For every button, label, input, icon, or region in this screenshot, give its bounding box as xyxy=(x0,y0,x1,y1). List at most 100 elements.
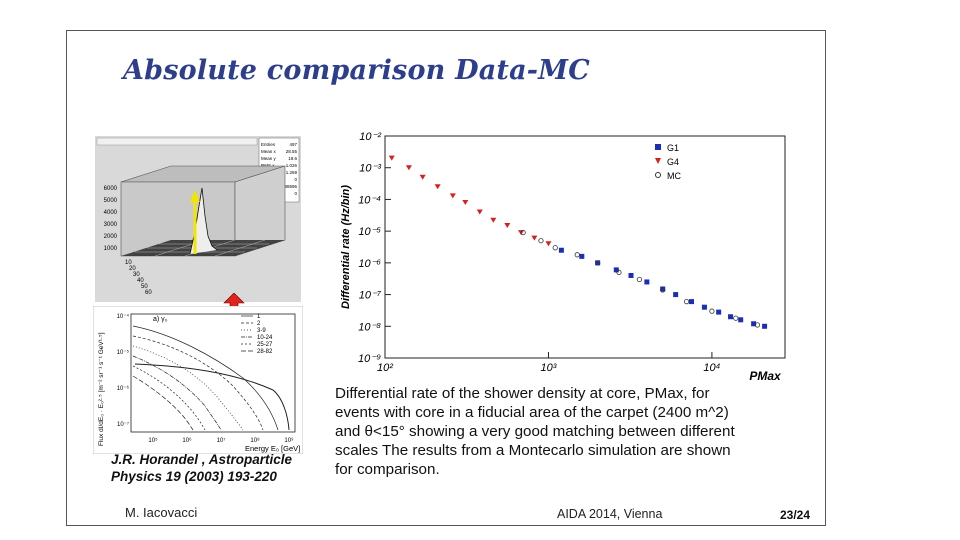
stat-value: 19.6 xyxy=(288,156,297,161)
y-tick-label: 10⁻⁴ xyxy=(358,194,381,206)
caption: Differential rate of the shower density … xyxy=(335,384,805,479)
lego-axis-label: 10 xyxy=(125,260,132,266)
x-tick-label: 10³ xyxy=(541,362,557,374)
footer-author: M. Iacovacci xyxy=(125,505,198,520)
point-g1 xyxy=(613,267,619,273)
stat-value: 1.026 xyxy=(286,163,298,168)
point-g4 xyxy=(476,209,483,215)
y-tick-label: 10⁻⁵ xyxy=(358,226,381,238)
point-mc xyxy=(733,315,739,321)
flux-x-tick: 10⁶ xyxy=(182,437,192,444)
point-g1 xyxy=(673,292,679,298)
point-g1 xyxy=(628,272,634,278)
flux-y-tick: 10⁻⁵ xyxy=(117,349,130,356)
flux-x-tick: 10⁹ xyxy=(284,437,294,444)
legend-label: G4 xyxy=(667,157,679,167)
point-g4 xyxy=(449,193,456,199)
z-tick-label: 6000 xyxy=(104,186,118,192)
footer-event: AIDA 2014, Vienna xyxy=(557,507,663,521)
point-g4 xyxy=(504,223,511,229)
z-tick-label: 3000 xyxy=(104,222,118,228)
lego-axis-label: 50 xyxy=(141,284,148,290)
point-g1 xyxy=(644,279,650,285)
point-g1 xyxy=(751,321,757,327)
stat-value: 0 xyxy=(294,177,297,182)
flux-y-tick: 10⁻⁷ xyxy=(117,421,129,428)
point-g4 xyxy=(545,241,552,247)
z-tick-label: 2000 xyxy=(104,234,118,240)
x-tick-label: 10² xyxy=(377,362,393,374)
point-g1 xyxy=(738,317,744,323)
point-g1 xyxy=(660,286,666,292)
stat-name: Entries xyxy=(261,142,276,147)
point-g4 xyxy=(462,200,469,206)
caption-line: and θ<15° showing a very good matching b… xyxy=(335,423,735,440)
caption-line: scales The results from a Montecarlo sim… xyxy=(335,442,731,459)
point-mc xyxy=(552,245,558,251)
flux-x-tick: 10⁸ xyxy=(250,437,260,444)
point-g4 xyxy=(419,174,426,180)
flux-y-tick: 10⁻⁶ xyxy=(117,385,130,392)
point-mc xyxy=(538,238,544,244)
lego-axis-label: 60 xyxy=(145,290,152,296)
lego-plot: Entries 497 Mean x 28.55 Mean y 19.6 RMS x 1.02… xyxy=(95,136,301,302)
point-g4 xyxy=(405,165,412,171)
x-axis-label: PMax xyxy=(749,369,782,383)
point-mc xyxy=(595,260,601,266)
stat-name: Mean y xyxy=(261,156,277,161)
point-g1 xyxy=(579,253,585,259)
stat-value: 1.269 xyxy=(286,170,298,175)
point-mc xyxy=(636,276,642,283)
reference-line-2: Physics 19 (2003) 193-220 xyxy=(111,469,277,484)
legend-marker xyxy=(655,158,661,164)
flux-legend-label: 28-82 xyxy=(257,349,273,355)
point-mc xyxy=(709,308,715,314)
flux-xlabel: Energy E₀ [GeV] xyxy=(245,444,300,453)
point-g1 xyxy=(688,299,694,305)
point-g4 xyxy=(531,235,538,241)
z-tick-label: 5000 xyxy=(104,198,118,204)
stat-value: 888596 xyxy=(282,184,298,189)
point-mc xyxy=(754,322,761,328)
point-g1 xyxy=(728,314,734,320)
flux-y-tick: 10⁻⁴ xyxy=(117,313,130,320)
y-tick-label: 10⁻⁸ xyxy=(358,321,381,333)
point-g4 xyxy=(490,217,497,223)
legend-marker xyxy=(655,144,661,150)
caption-line: Differential rate of the shower density … xyxy=(335,385,710,402)
y-tick-label: 10⁻⁷ xyxy=(359,290,382,302)
flux-x-tick: 10⁷ xyxy=(217,437,226,444)
y-tick-label: 10⁻² xyxy=(359,131,381,143)
point-mc xyxy=(616,269,622,276)
z-tick-label: 1000 xyxy=(104,246,118,252)
flux-legend-label: 1 xyxy=(257,314,261,320)
lego-axis-label: 40 xyxy=(137,278,144,284)
point-g1 xyxy=(558,247,564,253)
flux-legend-label: 25-27 xyxy=(257,342,273,348)
point-g1 xyxy=(762,323,768,329)
stat-name: Mean x xyxy=(261,149,277,154)
flux-legend-label: 10-24 xyxy=(257,335,273,341)
slide-title: Absolute comparison Data-MC xyxy=(123,55,590,86)
caption-line: events with core in a fiducial area of t… xyxy=(335,404,729,421)
point-mc xyxy=(660,287,666,293)
point-g4 xyxy=(388,155,395,161)
point-mc xyxy=(683,299,690,305)
caption-line: for comparison. xyxy=(335,461,440,478)
legend-label: MC xyxy=(667,171,681,181)
reference: J.R. Horandel , Astroparticle Physics 19… xyxy=(111,451,292,485)
y-axis-label: Differential rate (Hz/bin) xyxy=(340,185,352,309)
stat-value: 0 xyxy=(294,191,297,196)
flux-legend-label: 3-9 xyxy=(257,328,266,334)
legend-label: G1 xyxy=(667,143,679,153)
flux-ylabel: Flux dI/dE₀ · E₀²·⁵ [m⁻² sr⁻¹ s⁻¹ GeV¹·⁵… xyxy=(98,332,105,446)
reference-line-1: J.R. Horandel , Astroparticle xyxy=(111,452,293,467)
point-mc xyxy=(520,229,526,236)
flux-x-tick: 10⁵ xyxy=(148,437,158,444)
stat-value: 28.55 xyxy=(286,149,298,154)
y-tick-label: 10⁻⁹ xyxy=(358,353,381,365)
legend-marker xyxy=(655,172,661,178)
plot-frame xyxy=(384,135,786,359)
